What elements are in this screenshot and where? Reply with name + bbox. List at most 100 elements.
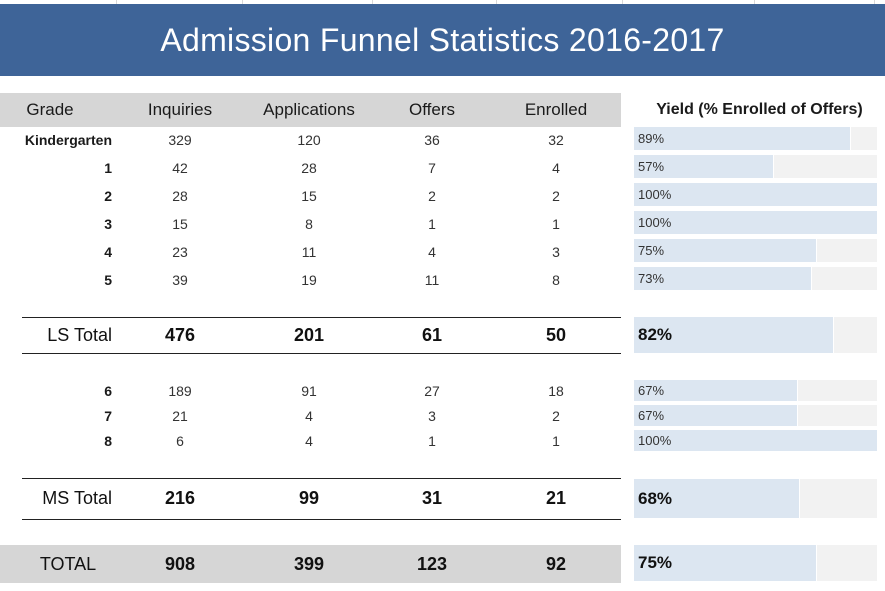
applications-value: 201 [293, 325, 325, 345]
yield-bar-fill [634, 211, 878, 234]
grid-tick [622, 0, 623, 4]
yield-bar: 68% [634, 479, 877, 518]
enrolled-value: 2 [552, 408, 560, 424]
inquiries-value: 6 [176, 433, 184, 449]
total-top-rule [22, 478, 621, 479]
offers-value: 1 [428, 216, 436, 232]
applications-value: 4 [305, 408, 313, 424]
yield-value: 89% [638, 131, 665, 146]
inquiries-value: 15 [172, 216, 188, 232]
grid-tick [496, 0, 497, 4]
inquiries-value: 39 [172, 272, 188, 288]
offers-value: 11 [424, 272, 440, 288]
total-bottom-rule [22, 519, 621, 520]
applications-value: 28 [301, 160, 317, 176]
applications-value: 15 [301, 188, 317, 204]
offers-value: 4 [428, 244, 436, 260]
yield-bar: 89% [634, 127, 877, 150]
yield-bar-fill [634, 267, 813, 290]
header-applications: Applications [263, 100, 355, 119]
yield-bar: 67% [634, 405, 877, 426]
inquiries-value: 21 [172, 408, 188, 424]
header-grade: Grade [26, 100, 74, 119]
applications-value: 99 [298, 488, 320, 508]
yield-value: 100% [638, 187, 672, 202]
enrolled-value: 92 [545, 554, 567, 574]
yield-bar: 82% [634, 317, 877, 353]
applications-value: 4 [305, 433, 313, 449]
yield-bar-fill [634, 183, 878, 206]
grade-label: 4 [104, 244, 112, 260]
yield-header: Yield (% Enrolled of Offers) [656, 101, 863, 118]
yield-value: 100% [638, 433, 672, 448]
inquiries-value: 42 [172, 160, 188, 176]
title-banner: Admission Funnel Statistics 2016-2017 [0, 4, 885, 76]
applications-value: 399 [293, 554, 325, 574]
offers-value: 27 [424, 383, 440, 399]
inquiries-value: 28 [172, 188, 188, 204]
total-top-rule [22, 317, 621, 318]
offers-value: 3 [428, 408, 436, 424]
yield-bar: 100% [634, 183, 878, 206]
applications-value: 19 [301, 272, 317, 288]
offers-value: 36 [424, 132, 440, 148]
inquiries-value: 908 [164, 554, 196, 574]
header-enrolled: Enrolled [524, 100, 588, 119]
yield-value: 75% [638, 243, 665, 258]
yield-value: 100% [638, 215, 672, 230]
yield-bar-fill [634, 317, 835, 353]
yield-bar: 75% [634, 545, 877, 581]
applications-value: 11 [301, 244, 317, 260]
enrolled-value: 1 [552, 216, 560, 232]
yield-bar-fill [634, 127, 852, 150]
yield-bar: 67% [634, 380, 877, 401]
offers-value: 61 [421, 325, 443, 345]
enrolled-value: 3 [552, 244, 560, 260]
yield-value: 57% [638, 159, 665, 174]
inquiries-value: 189 [168, 383, 192, 399]
inquiries-value: 23 [172, 244, 188, 260]
inquiries-value: 476 [164, 325, 196, 345]
grade-label: 2 [104, 188, 112, 204]
grade-label: 6 [104, 383, 112, 399]
yield-bar-fill [634, 479, 801, 518]
grand-total-band [0, 545, 621, 583]
grade-label: 1 [104, 160, 112, 176]
yield-value: 75% [638, 553, 673, 572]
yield-value: 68% [638, 488, 673, 508]
grid-tick [116, 0, 117, 4]
grade-label: 3 [104, 216, 112, 232]
yield-bar: 100% [634, 430, 878, 451]
yield-bar-fill [634, 380, 798, 401]
yield-bar: 73% [634, 267, 877, 290]
grid-tick [242, 0, 243, 4]
yield-bar-fill [634, 239, 818, 262]
grand-total-label: TOTAL [39, 554, 97, 574]
enrolled-value: 2 [552, 188, 560, 204]
total-bottom-rule [22, 353, 621, 354]
grid-tick [754, 0, 755, 4]
enrolled-value: 1 [552, 433, 560, 449]
header-offers: Offers [409, 100, 455, 119]
enrolled-value: 8 [552, 272, 560, 288]
grade-label: 7 [104, 408, 112, 424]
applications-value: 91 [301, 383, 317, 399]
yield-bar-fill [634, 545, 818, 581]
grade-label: 5 [104, 272, 112, 288]
yield-bar-fill [634, 405, 798, 426]
enrolled-value: 18 [548, 383, 564, 399]
grid-tick [372, 0, 373, 4]
grade-label: Kindergarten [24, 132, 112, 148]
ms-total-label: MS Total [42, 488, 112, 508]
page-title: Admission Funnel Statistics 2016-2017 [160, 21, 725, 58]
ls-total-label: LS Total [47, 325, 112, 345]
grade-label: 8 [104, 433, 112, 449]
yield-value: 73% [638, 271, 665, 286]
yield-bar: 75% [634, 239, 877, 262]
enrolled-value: 21 [545, 488, 567, 508]
enrolled-value: 4 [552, 160, 560, 176]
enrolled-value: 50 [545, 325, 567, 345]
yield-bar-fill [634, 155, 774, 178]
offers-value: 1 [428, 433, 436, 449]
offers-value: 7 [428, 160, 436, 176]
